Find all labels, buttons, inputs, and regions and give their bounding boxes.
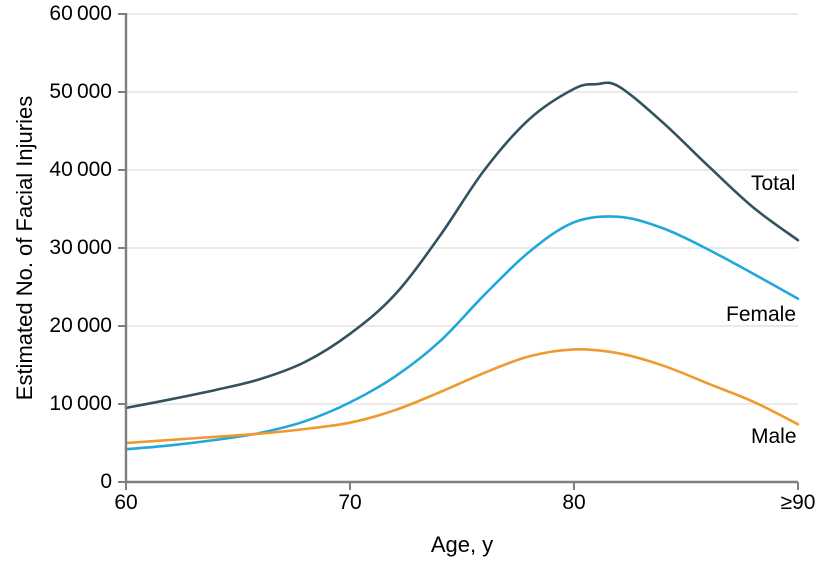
y-tick-label-50000: 50 000 — [49, 80, 112, 103]
series-label-male: Male — [751, 425, 797, 448]
y-tick-label-10000: 10 000 — [49, 392, 112, 415]
y-tick-label-30000: 30 000 — [49, 236, 112, 259]
y-tick-label-60000: 60 000 — [49, 2, 112, 25]
y-axis-title: Estimated No. of Facial Injuries — [12, 95, 37, 401]
series-line-total — [124, 81, 800, 410]
y-tick-label-20000: 20 000 — [49, 314, 112, 337]
x-tick-label-70: 70 — [338, 491, 362, 514]
x-tick-label-90: ≥90 — [780, 491, 816, 514]
x-tick-label-60: 60 — [114, 491, 138, 514]
series-line-male — [124, 348, 800, 445]
series-line-female — [124, 215, 800, 451]
y-tick-label-0: 0 — [100, 470, 112, 493]
series-label-female: Female — [726, 303, 797, 326]
series-label-total: Total — [751, 172, 796, 195]
y-tick-label-40000: 40 000 — [49, 158, 112, 181]
x-axis-title: Age, y — [430, 532, 494, 557]
x-tick-label-80: 80 — [562, 491, 586, 514]
